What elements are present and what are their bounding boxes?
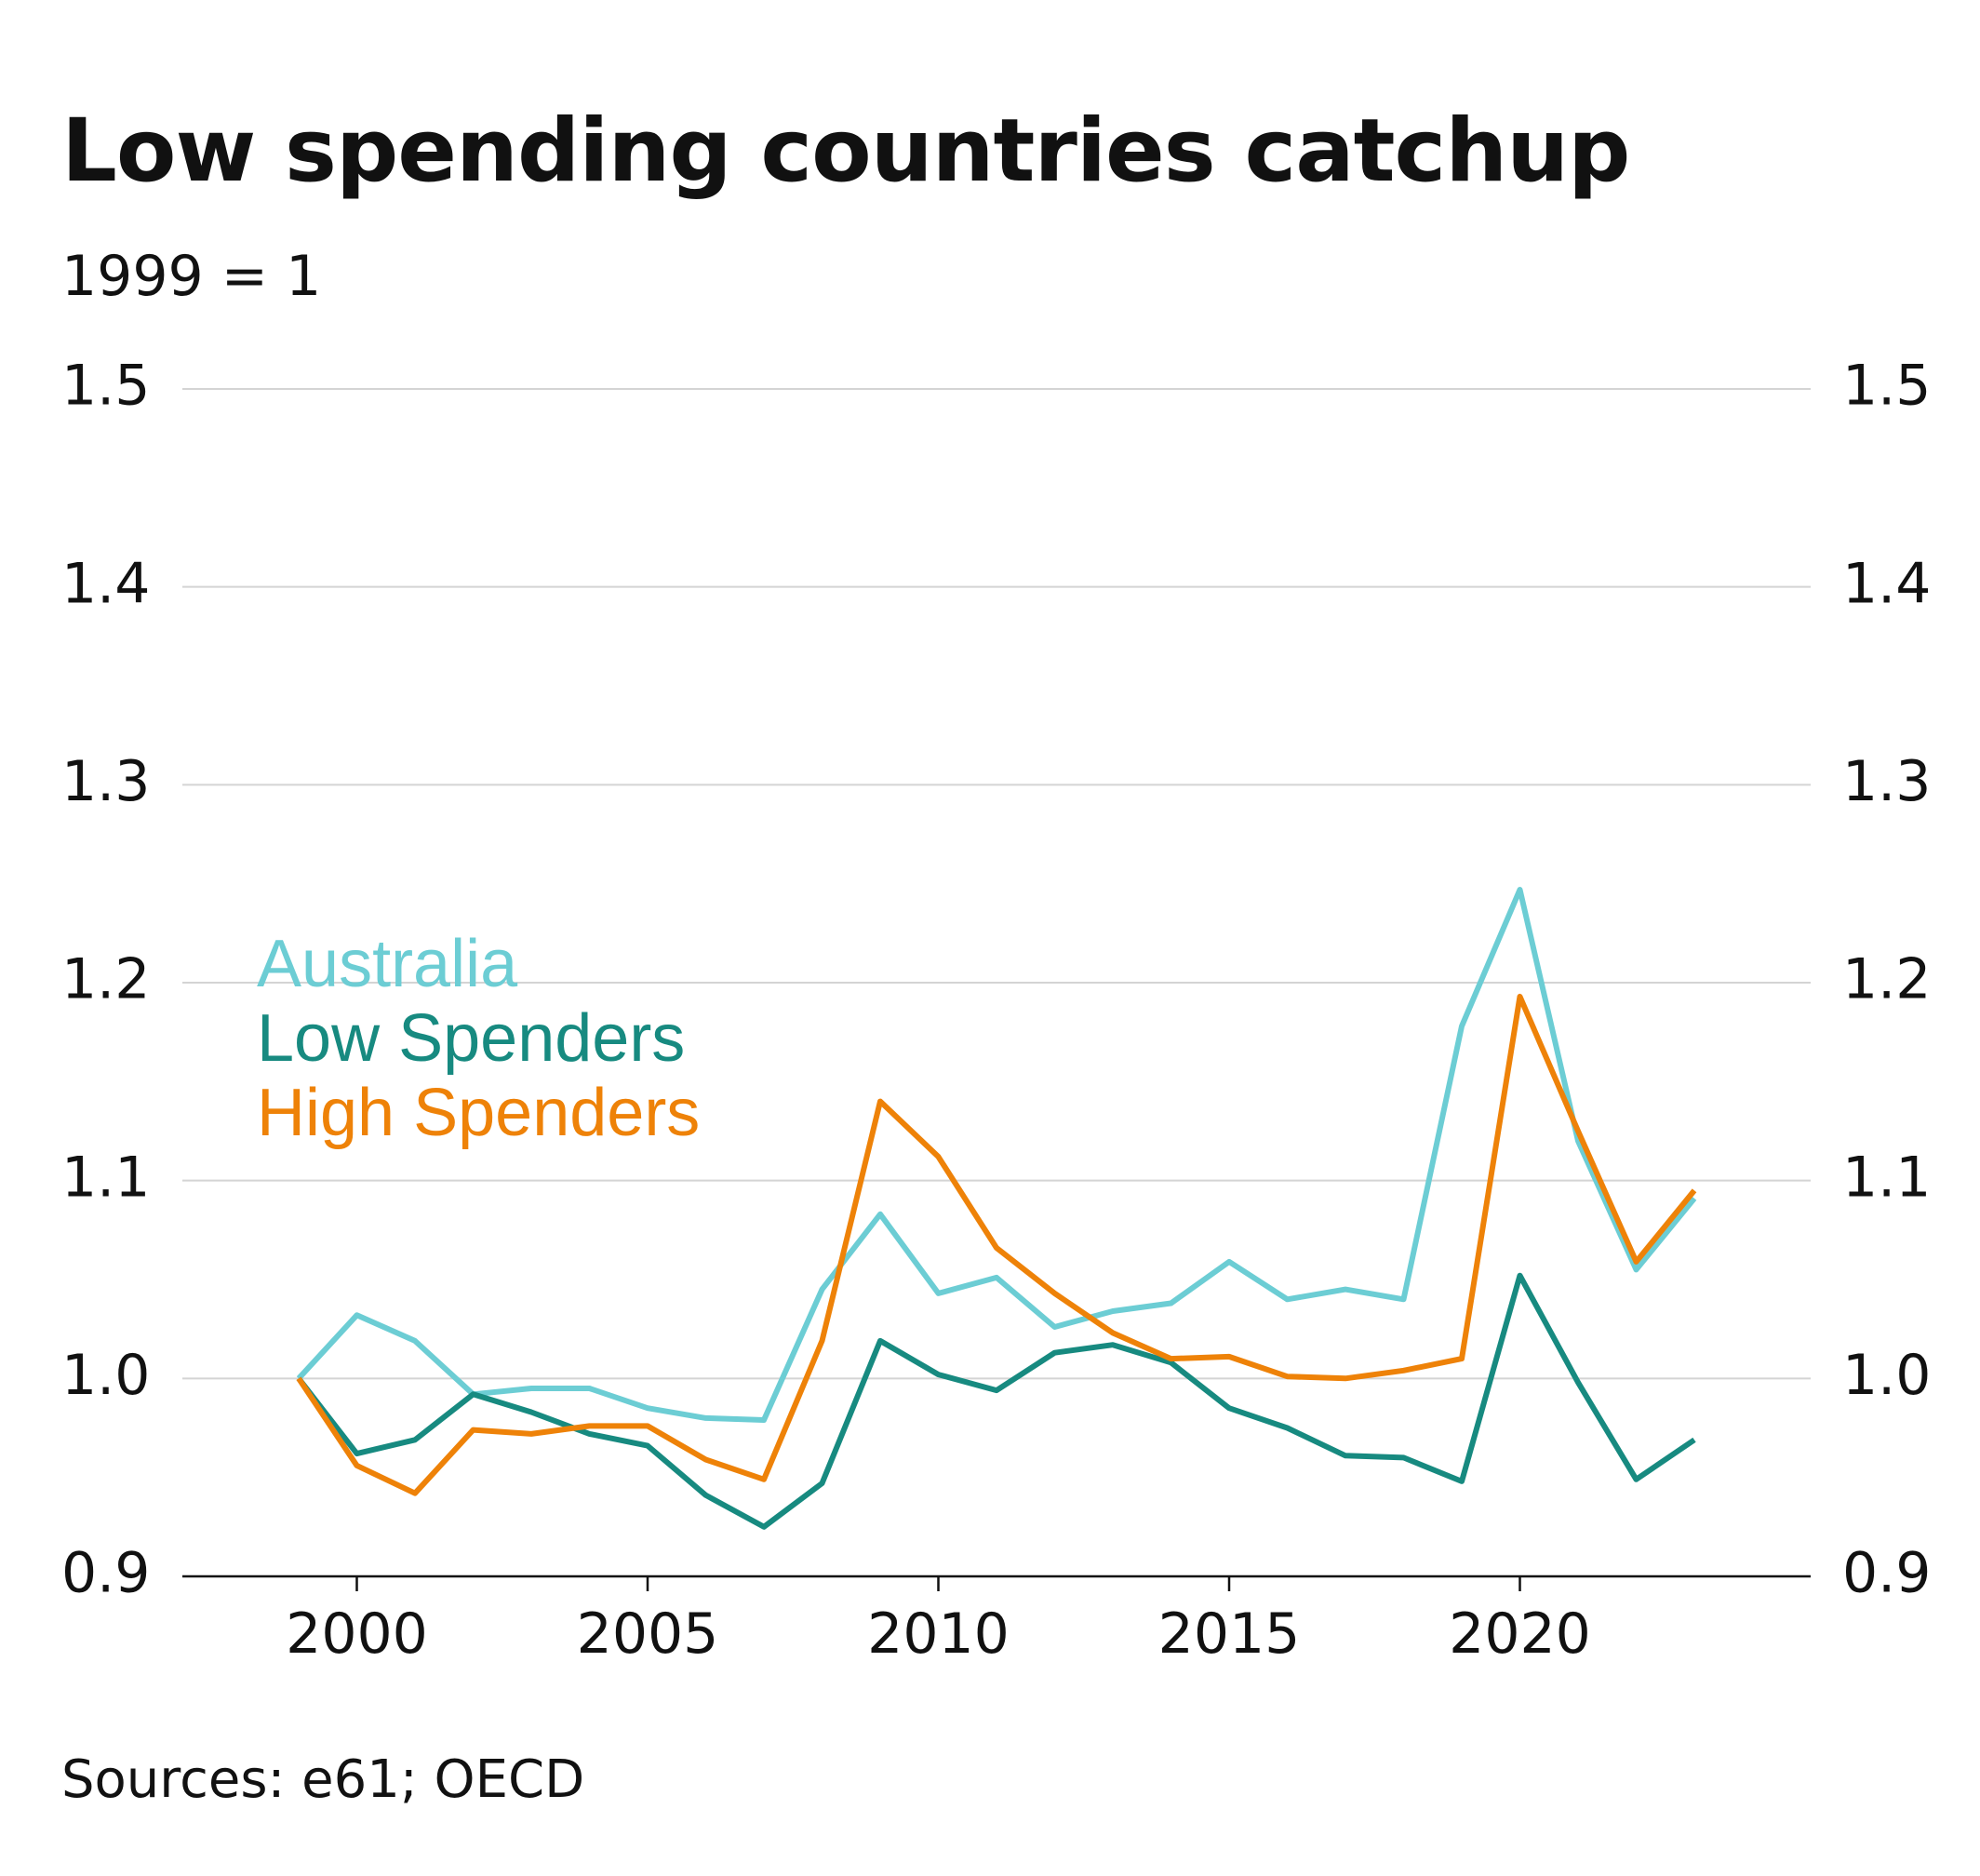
y-tick-label-right: 1.4	[1842, 551, 1931, 616]
chart-title: Low spending countries catchup	[61, 100, 1630, 202]
x-tick-label: 2005	[577, 1601, 719, 1667]
series-line-low-spenders	[296, 1272, 1696, 1530]
legend-item-australia: Australia	[257, 927, 518, 1001]
y-tick-label-left: 1.2	[61, 947, 150, 1012]
y-tick-label-left: 0.9	[61, 1541, 150, 1606]
y-tick-label-right: 1.1	[1842, 1145, 1931, 1210]
gridlines	[182, 388, 1811, 1380]
y-tick-label-left: 1.4	[61, 551, 150, 616]
y-tick-label-right: 1.3	[1842, 749, 1931, 814]
chart-subtitle: 1999 = 1	[61, 244, 322, 309]
y-tick-label-left: 1.5	[61, 354, 150, 419]
series-lines	[296, 887, 1697, 1530]
chart-source: Sources: e61; OECD	[61, 1749, 585, 1810]
y-tick-label-left: 1.0	[61, 1343, 150, 1408]
x-tick-label: 2000	[286, 1601, 428, 1667]
legend-item-high-spenders: High Spenders	[257, 1076, 700, 1150]
y-axis-left: 0.9 1.0 1.1 1.2 1.3 1.4 1.5	[61, 354, 150, 1606]
series-line-australia	[296, 887, 1697, 1423]
y-tick-label-right: 1.5	[1842, 354, 1931, 419]
x-axis: 2000 2005 2010 2015 2020	[182, 1574, 1811, 1667]
x-tick-label: 2010	[867, 1601, 1010, 1667]
x-tick-label: 2020	[1449, 1601, 1591, 1667]
y-tick-label-right: 1.2	[1842, 947, 1931, 1012]
y-tick-label-right: 1.0	[1842, 1343, 1931, 1408]
y-axis-right: 0.9 1.0 1.1 1.2 1.3 1.4 1.5	[1842, 354, 1931, 1606]
y-tick-label-left: 1.1	[61, 1145, 150, 1210]
legend-item-low-spenders: Low Spenders	[257, 1001, 685, 1076]
y-tick-label-left: 1.3	[61, 749, 150, 814]
x-tick-label: 2015	[1158, 1601, 1301, 1667]
y-tick-label-right: 0.9	[1842, 1541, 1931, 1606]
series-line-high-spenders	[296, 993, 1697, 1496]
